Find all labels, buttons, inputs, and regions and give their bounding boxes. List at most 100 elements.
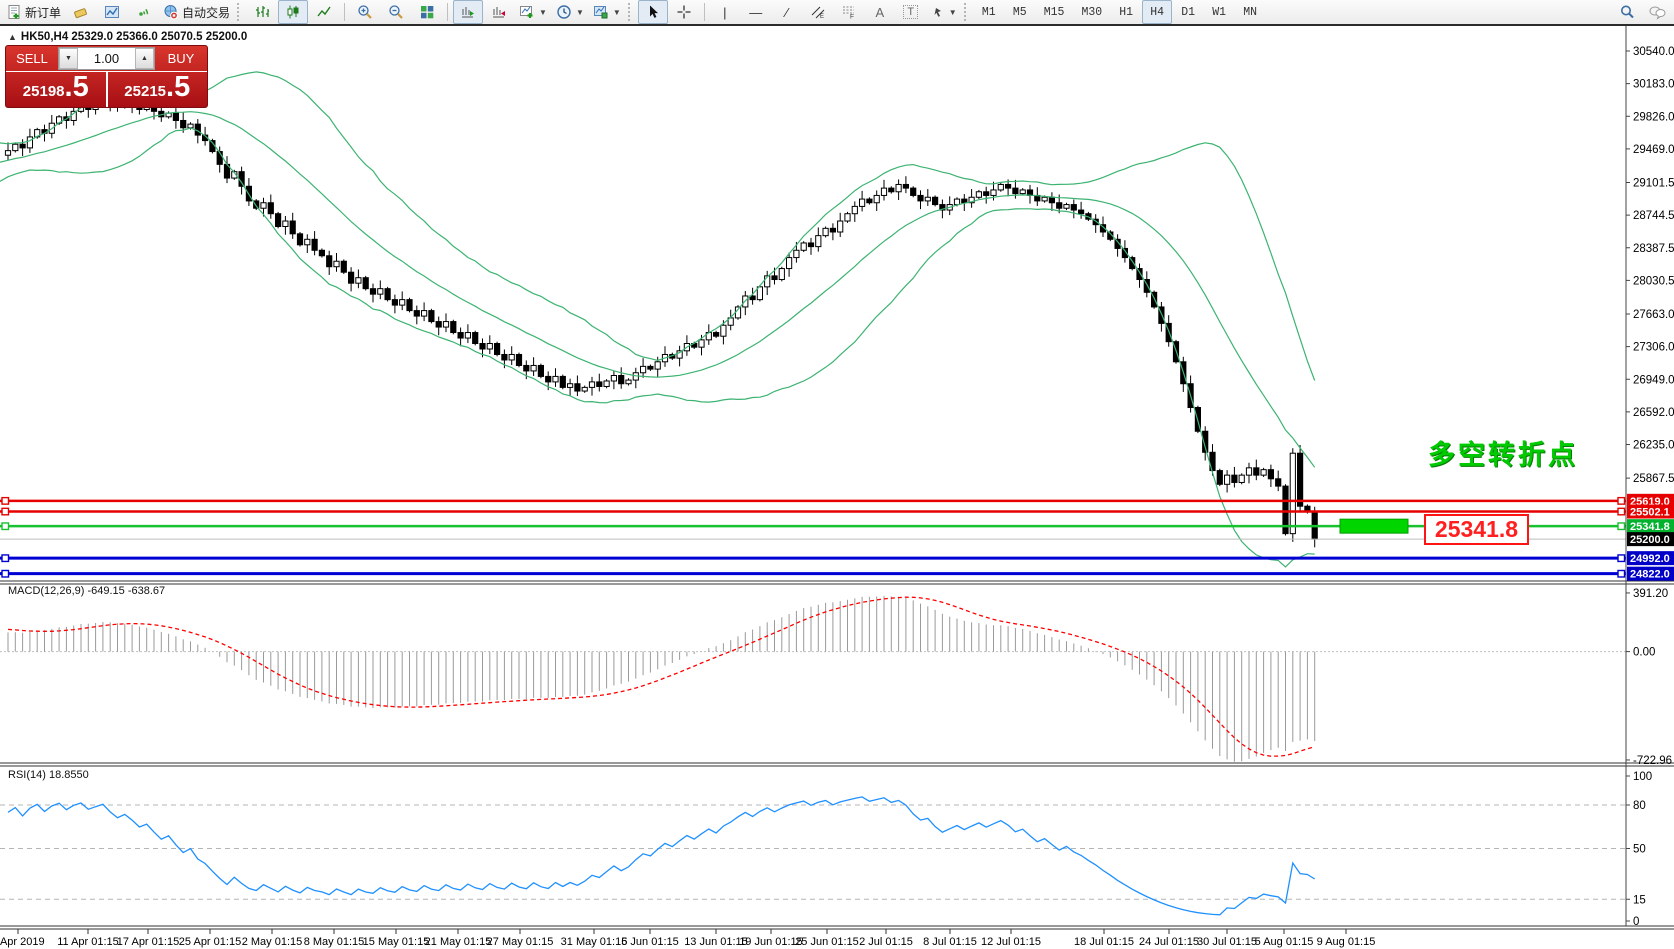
volume-increase-button[interactable]: ▲ [135, 48, 154, 69]
level-line-handle[interactable] [1, 554, 10, 563]
auto-scroll-button[interactable] [453, 0, 484, 24]
date-label: 15 May 01:15 [363, 936, 430, 948]
sell-button[interactable]: SELL [16, 51, 48, 66]
bar-chart-button[interactable] [247, 0, 277, 24]
level-line-handle[interactable] [1617, 569, 1626, 578]
zoom-in-icon [358, 5, 372, 19]
candle-body [844, 213, 851, 222]
candle-body [472, 332, 479, 345]
level-line-handle[interactable] [1, 507, 10, 516]
search-button[interactable] [1612, 0, 1642, 24]
zoom-in-button[interactable] [350, 0, 380, 24]
candle-body [975, 191, 982, 198]
indicators-dropdown-caret[interactable]: ▼ [539, 7, 547, 17]
level-line-handle[interactable] [1617, 496, 1626, 505]
metaeditor-button[interactable] [66, 0, 96, 24]
line-chart-button[interactable] [309, 0, 339, 24]
templates-dropdown-caret[interactable]: ▼ [612, 7, 621, 17]
signals-button[interactable] [128, 0, 158, 24]
level-line-handle[interactable] [1617, 554, 1626, 563]
vertical-line-button[interactable]: | [710, 0, 740, 24]
candle-body [172, 112, 180, 121]
new-order-button[interactable]: 新订单 [2, 0, 65, 24]
arrows-button[interactable]: ▼ [927, 0, 961, 24]
cursor-button[interactable] [637, 0, 668, 24]
crosshair-icon [677, 5, 691, 19]
level-line-handle[interactable] [1, 496, 10, 505]
timeframe-m5[interactable]: M5 [1012, 5, 1027, 19]
candle-body [260, 202, 267, 209]
candle-body [340, 260, 347, 273]
sell-price[interactable]: 25198 .5 [6, 72, 108, 107]
candle-body [859, 198, 866, 207]
level-line-handle[interactable] [1617, 522, 1626, 531]
candle-body [807, 242, 815, 248]
horizontal-line-button[interactable]: — [741, 0, 771, 24]
chart-shift-button[interactable] [484, 0, 514, 24]
price-tag-text: 25200.0 [1630, 534, 1670, 546]
price-tick-label: 28387.5 [1633, 243, 1674, 255]
text-label-button[interactable]: T [896, 0, 926, 24]
indicators-button[interactable]: ▼ [515, 0, 551, 24]
zoom-out-button[interactable] [381, 0, 411, 24]
market-watch-button[interactable] [97, 0, 127, 24]
templates-button[interactable]: ▼ [589, 0, 625, 24]
volume-input[interactable]: 1.00 [93, 51, 120, 66]
timeframe-h1[interactable]: H1 [1119, 5, 1134, 19]
periods-button[interactable]: ▼ [552, 0, 588, 24]
periods-dropdown-caret[interactable]: ▼ [575, 7, 584, 17]
price-tick-label: 26235.0 [1633, 440, 1674, 452]
candle-body [304, 238, 311, 246]
timeframe-d1[interactable]: D1 [1181, 5, 1196, 19]
price-tag-text: 25502.1 [1630, 507, 1670, 519]
candle-body [829, 227, 836, 233]
price-tag-text: 24822.0 [1630, 569, 1670, 581]
toolbar-grip [963, 3, 971, 21]
candle-body [1114, 238, 1121, 249]
timeframe-m15[interactable]: M15 [1043, 5, 1065, 19]
timeframe-h4[interactable]: H4 [1142, 0, 1173, 24]
crosshair-button[interactable] [669, 0, 699, 24]
rsi-scale-label: 80 [1633, 800, 1646, 812]
arrows-dropdown-caret[interactable]: ▼ [948, 7, 957, 17]
auto-trading-button[interactable]: 自动交易 [159, 0, 234, 24]
candle-body [442, 321, 450, 328]
date-label: 8 May 01:15 [304, 936, 365, 948]
buy-price[interactable]: 25215 .5 [108, 71, 208, 107]
text-button[interactable]: A [865, 0, 895, 24]
highlight-rectangle[interactable] [1339, 518, 1409, 534]
candlestick-chart-button[interactable] [278, 0, 309, 24]
chart-svg: 30540.0 30183.0 29826.0 29469.0 29101.5 28744… [0, 26, 1674, 949]
buy-price-frac: .5 [166, 71, 191, 103]
date-label: 25 Apr 01:15 [179, 936, 241, 948]
candle-body [1048, 196, 1056, 204]
level-line-handle[interactable] [1617, 507, 1626, 516]
fibonacci-button[interactable]: F [834, 0, 864, 24]
timeframe-w1[interactable]: W1 [1212, 5, 1227, 19]
timeframe-mn[interactable]: MN [1243, 5, 1258, 19]
candle-body [318, 249, 325, 257]
chart-window-icon [105, 6, 120, 18]
timeframe-m30[interactable]: M30 [1081, 5, 1103, 19]
timeframe-m1[interactable]: M1 [981, 5, 996, 19]
panel-collapse-icon[interactable]: ▲ [8, 32, 17, 42]
channel-icon: E [811, 6, 825, 20]
price-flag-label[interactable]: 25341.8 [1424, 514, 1529, 545]
toolbar-separator [344, 3, 346, 21]
level-line-handle[interactable] [1, 522, 10, 531]
chat-button[interactable] [1642, 0, 1672, 24]
buy-button[interactable]: BUY [167, 51, 195, 66]
channel-button[interactable]: E [803, 0, 833, 24]
one-click-trade-panel: SELL ▼ 1.00 ▲ BUY 25198 .5 25215 .5 [5, 45, 208, 108]
macd-indicator-label: MACD(12,26,9) -649.15 -638.67 [8, 585, 166, 597]
candle-body [1297, 452, 1304, 507]
trendline-button[interactable]: ∕ [772, 0, 802, 24]
volume-decrease-button[interactable]: ▼ [59, 48, 78, 69]
candle-body [756, 286, 763, 301]
tile-windows-button[interactable] [412, 0, 442, 24]
new-order-label: 新订单 [25, 5, 62, 20]
auto-scroll-icon [462, 7, 475, 18]
candle-body [282, 220, 289, 228]
level-line-handle[interactable] [1, 569, 10, 578]
candle-body [515, 353, 523, 366]
